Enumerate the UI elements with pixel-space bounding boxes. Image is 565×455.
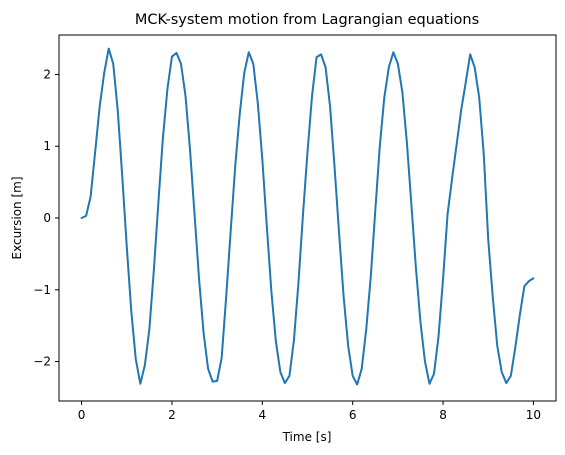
x-axis-label: Time [s] [282, 430, 332, 444]
x-tick-label: 8 [439, 408, 447, 422]
plot-background [59, 35, 556, 401]
y-axis-label: Excursion [m] [10, 176, 24, 259]
x-axis: 0 2 4 6 8 10 [78, 401, 541, 422]
y-tick-label: 2 [43, 67, 51, 81]
y-tick-label: −1 [33, 283, 51, 297]
plot-area [58, 34, 557, 402]
x-tick-label: 6 [349, 408, 357, 422]
y-tick-label: 1 [43, 139, 51, 153]
y-tick-label: 0 [43, 211, 51, 225]
chart-title: MCK-system motion from Lagrangian equati… [135, 12, 479, 28]
x-tick-label: 0 [78, 408, 86, 422]
x-tick-label: 4 [258, 408, 266, 422]
y-axis: −2 −1 0 1 2 [33, 67, 59, 369]
series-line [80, 47, 535, 386]
y-tick-label: −2 [33, 355, 51, 369]
x-tick-label: 10 [526, 408, 541, 422]
x-tick-label: 2 [168, 408, 176, 422]
